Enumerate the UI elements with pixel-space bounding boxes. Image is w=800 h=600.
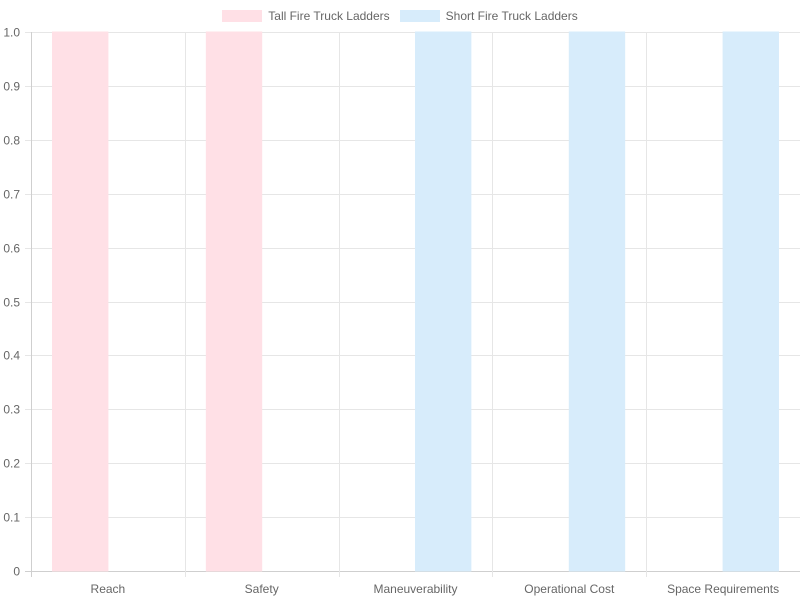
chart-legend: Tall Fire Truck Ladders Short Fire Truck… <box>0 8 800 24</box>
chart-grid <box>25 32 800 577</box>
bar-short-3[interactable] <box>568 31 626 572</box>
y-tick-label: 0.8 <box>3 134 20 148</box>
y-tick-label: 0.4 <box>3 349 20 363</box>
x-tick-label: Safety <box>245 582 279 596</box>
legend-swatch-tall <box>222 10 263 22</box>
legend-label-tall: Tall Fire Truck Ladders <box>268 9 390 23</box>
y-tick-label: 1.0 <box>3 26 20 40</box>
x-tick-label: Reach <box>91 582 126 596</box>
legend-item-tall[interactable]: Tall Fire Truck Ladders <box>222 9 390 23</box>
y-tick-label: 0.6 <box>3 242 20 256</box>
y-tick-label: 0.3 <box>3 403 20 417</box>
x-tick-label: Space Requirements <box>667 582 779 596</box>
bar-tall-1[interactable] <box>205 31 263 572</box>
legend-label-short: Short Fire Truck Ladders <box>445 9 578 23</box>
y-tick-label: 0.2 <box>3 457 20 471</box>
bar-short-2[interactable] <box>415 31 472 572</box>
y-tick-label: 0 <box>13 565 20 579</box>
y-tick-label: 0.9 <box>3 80 20 94</box>
legend-item-short[interactable]: Short Fire Truck Ladders <box>399 9 578 23</box>
y-tick-label: 0.7 <box>3 188 20 202</box>
x-tick-label: Operational Cost <box>524 582 615 596</box>
y-tick-label: 0.5 <box>3 296 20 310</box>
y-tick-label: 0.1 <box>3 511 20 525</box>
legend-swatch-short <box>399 10 440 22</box>
x-tick-label: Maneuverability <box>373 582 457 596</box>
y-axis: 0 0.1 0.2 0.3 0.4 0.5 0.6 0.7 0.8 0.9 1.0 <box>3 26 20 579</box>
bar-short-4[interactable] <box>722 31 779 572</box>
bar-tall-0[interactable] <box>52 31 109 572</box>
chart-bars <box>52 31 779 572</box>
x-axis: Reach Safety Maneuverability Operational Co… <box>91 582 780 596</box>
